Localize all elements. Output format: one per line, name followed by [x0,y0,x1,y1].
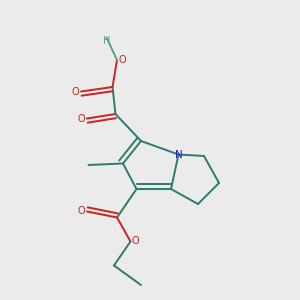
Text: O: O [78,206,86,217]
Text: N: N [175,149,182,160]
Text: O: O [118,55,126,65]
Text: O: O [131,236,139,247]
Text: H: H [103,35,110,46]
Text: O: O [78,113,86,124]
Text: O: O [72,86,80,97]
